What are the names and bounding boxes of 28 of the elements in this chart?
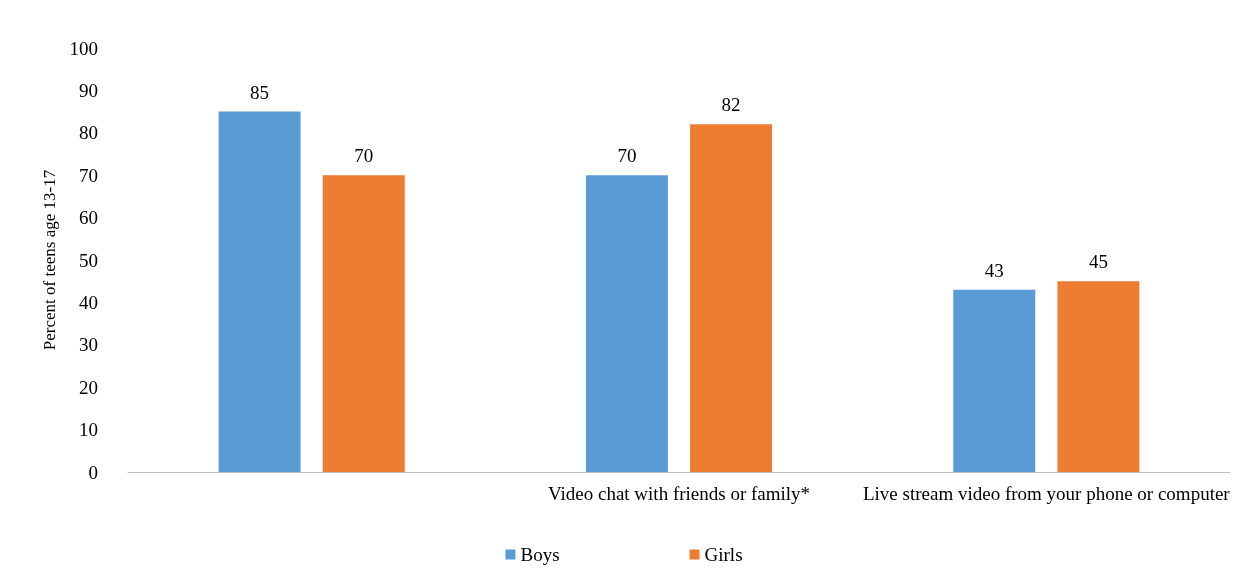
x-tick-label: Video chat with friends or family* [547,482,811,504]
data-label: 85 [250,81,270,103]
bar [953,289,1036,472]
y-tick-label: 60 [79,207,98,229]
data-label: 43 [984,259,1004,281]
y-tick-label: 100 [69,37,98,59]
y-tick-label: 20 [79,376,98,398]
bar [218,111,301,472]
data-label: 82 [721,94,741,116]
y-tick-label: 70 [79,164,98,186]
y-tick-label: 30 [79,334,98,356]
y-tick-label: 0 [88,461,98,483]
bar [322,175,405,472]
data-label: 45 [1088,251,1108,273]
y-tick-label: 40 [79,291,98,313]
y-tick-label: 80 [79,122,98,144]
bar [585,175,668,472]
y-tick-label: 10 [79,419,98,441]
x-tick-label: Live stream video from your phone or computer [862,482,1231,504]
bar [1057,281,1140,472]
y-axis-title: Percent of teens age 13-17 [40,169,59,351]
bar [690,124,773,472]
legend-label: Girls [704,544,743,565]
legend-label: Boys [520,544,560,565]
data-label: 70 [617,145,637,167]
y-tick-label: 90 [79,79,98,101]
y-tick-label: 50 [79,249,98,271]
data-label: 70 [354,145,374,167]
